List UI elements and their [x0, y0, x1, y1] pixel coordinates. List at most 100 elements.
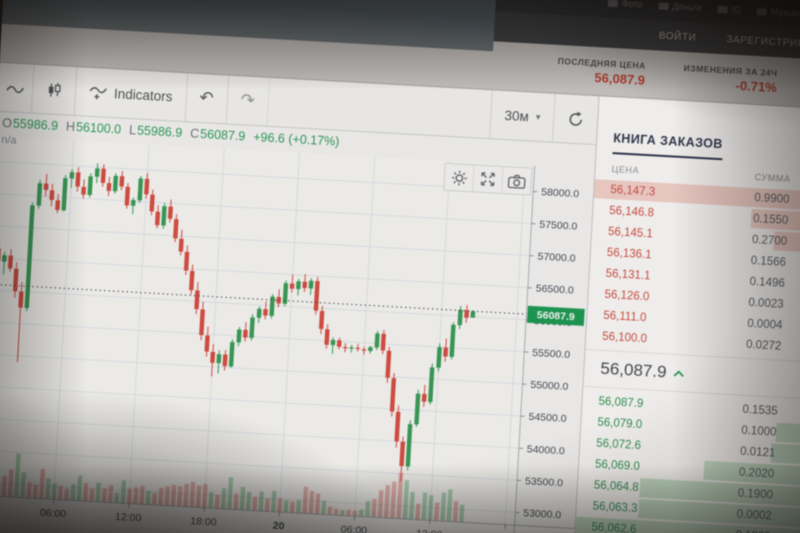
legend-value: 55986.9: [136, 123, 183, 141]
bookmark-item[interactable]: Деньги: [658, 0, 702, 13]
amount-cell: 0.1566: [750, 254, 787, 269]
refresh-icon: [569, 111, 583, 126]
svg-text:54000.0: 54000.0: [526, 443, 565, 457]
price-cell: 56,146.8: [608, 204, 655, 219]
stat-change-24h: ИЗМЕНЕНИЯ ЗА 24Ч -0.71%: [683, 62, 778, 94]
price-cell: 56,079.0: [597, 416, 643, 431]
chart-body: O55986.9 H56100.0 L55986.9 C56087.9 +96.6 (+…: [0, 112, 596, 533]
svg-text:56500.0: 56500.0: [535, 283, 574, 297]
total-cell: 0.1796: [784, 277, 800, 293]
bookmark-label: IG: [731, 4, 742, 16]
gear-icon: [451, 170, 467, 185]
interval-dropdown[interactable]: 30м ▾: [489, 90, 555, 142]
legend-value: 55986.9: [12, 116, 59, 134]
svg-text:53000.0: 53000.0: [523, 507, 562, 521]
folder-icon: [658, 1, 669, 10]
legend-change: +96.6 (+0.17%): [252, 130, 340, 149]
stat-label: ПОСЛЕДНЯЯ ЦЕНА: [557, 55, 647, 71]
amount-cell: 0.0023: [748, 296, 784, 311]
legend-value: 56100.0: [75, 120, 122, 137]
price-up-icon: [673, 369, 685, 377]
snapshot-button[interactable]: [502, 167, 531, 195]
price-cell: 56,069.0: [594, 458, 641, 473]
amount-cell: 0.0004: [746, 317, 783, 332]
svg-text:53500.0: 53500.0: [525, 475, 564, 489]
line-tool-button[interactable]: [0, 62, 35, 113]
svg-text:20: 20: [273, 520, 285, 533]
svg-text:12:00: 12:00: [115, 511, 142, 524]
price-cell: 56,111.0: [603, 309, 647, 324]
amount-cell: 0.1000: [740, 424, 777, 439]
bookmark-item[interactable]: Фото: [607, 0, 643, 10]
column-total: ВСЕГО: [790, 174, 800, 188]
candlestick-style-button[interactable]: [31, 64, 78, 116]
column-price: ЦЕНА: [611, 164, 640, 176]
total-cell: 0.3362: [786, 256, 800, 272]
stat-last-price: ПОСЛЕДНЯЯ ЦЕНА 56,087.9: [557, 55, 647, 88]
legend-value: 56087.9: [199, 127, 246, 144]
bookmark-item[interactable]: Музыка: [756, 6, 800, 19]
bookmark-label: Музыка: [770, 6, 800, 19]
price-cell: 56,087.9: [598, 395, 644, 410]
undo-button[interactable]: ↶: [185, 73, 229, 124]
svg-text:06:00: 06:00: [40, 507, 67, 520]
svg-text:56087.9: 56087.9: [536, 309, 575, 323]
bookmark-label: Фото: [621, 0, 643, 10]
last-price-value: 56,087.9: [599, 358, 668, 382]
column-amount: СУММА: [754, 172, 791, 185]
candlestick-icon: [48, 82, 61, 97]
total-cell: 0.0277: [782, 319, 800, 335]
wave-icon: [6, 85, 24, 93]
order-book-tab[interactable]: КНИГА ЗАКАЗОВ: [612, 131, 724, 161]
svg-text:18:00: 18:00: [190, 515, 217, 528]
stat-value: 56,087.9: [594, 69, 646, 88]
indicators-icon: [89, 87, 107, 100]
main-content: Indicators ↶ ↷ 30м ▾: [0, 62, 800, 533]
legend-key: H: [65, 119, 76, 135]
svg-text:55500.0: 55500.0: [532, 347, 571, 361]
svg-text:06:00: 06:00: [340, 524, 367, 533]
indicators-label: Indicators: [113, 85, 173, 104]
candlestick-chart[interactable]: 58000.057500.057000.056500.056000.055500…: [0, 135, 595, 533]
order-book-panel: КНИГА ЗАКАЗОВ ЦЕНА СУММА ВСЕГО 56,147.30…: [570, 96, 800, 533]
folder-icon: [717, 5, 728, 13]
svg-text:57500.0: 57500.0: [539, 218, 578, 232]
total-cell: 0.1535: [777, 405, 800, 421]
price-cell: 56,126.0: [604, 288, 650, 303]
asks-list: 56,147.30.99001.751256,146.80.15500.7612…: [593, 179, 800, 361]
amount-cell: 0.1496: [749, 275, 786, 290]
chart-actions: [443, 162, 533, 196]
indicators-button[interactable]: Indicators: [74, 67, 188, 122]
stat-value: -0.71%: [735, 77, 778, 95]
legend-key: L: [128, 123, 137, 138]
total-cell: 0.0300: [783, 298, 800, 314]
folder-icon: [607, 0, 619, 7]
reload-chart-button[interactable]: [552, 93, 599, 145]
svg-text:57000.0: 57000.0: [537, 251, 576, 265]
svg-text:12:00: 12:00: [416, 528, 443, 533]
svg-text:54500.0: 54500.0: [528, 411, 567, 425]
login-button[interactable]: ВОЙТИ: [658, 30, 697, 44]
fullscreen-button[interactable]: [473, 165, 504, 193]
svg-text:58000.0: 58000.0: [541, 186, 580, 200]
bookmark-item[interactable]: IG: [717, 4, 741, 15]
price-cell: 56,131.1: [605, 267, 651, 282]
legend-line2: n/a: [0, 133, 17, 147]
amount-cell: 0.0121: [739, 445, 776, 460]
bids-list: 56,087.90.15350.153556,079.00.10000.2535…: [575, 391, 800, 533]
camera-icon: [507, 174, 526, 189]
amount-cell: 0.1535: [742, 403, 778, 418]
svg-text:55000.0: 55000.0: [530, 379, 569, 393]
redo-button[interactable]: ↷: [226, 75, 271, 126]
stat-label: ИЗМЕНЕНИЯ ЗА 24Ч: [683, 62, 778, 78]
register-button[interactable]: ЗАРЕГИСТРИРОВАТЬСЯ: [726, 33, 800, 53]
total-cell: 0.0272: [781, 340, 800, 356]
price-cell: 56,136.1: [606, 246, 652, 261]
price-cell: 56,100.0: [601, 330, 648, 345]
bookmark-label: Деньги: [672, 1, 702, 13]
legend-key: O: [1, 115, 13, 131]
expand-icon: [480, 172, 495, 187]
chart-settings-button[interactable]: [444, 163, 475, 192]
